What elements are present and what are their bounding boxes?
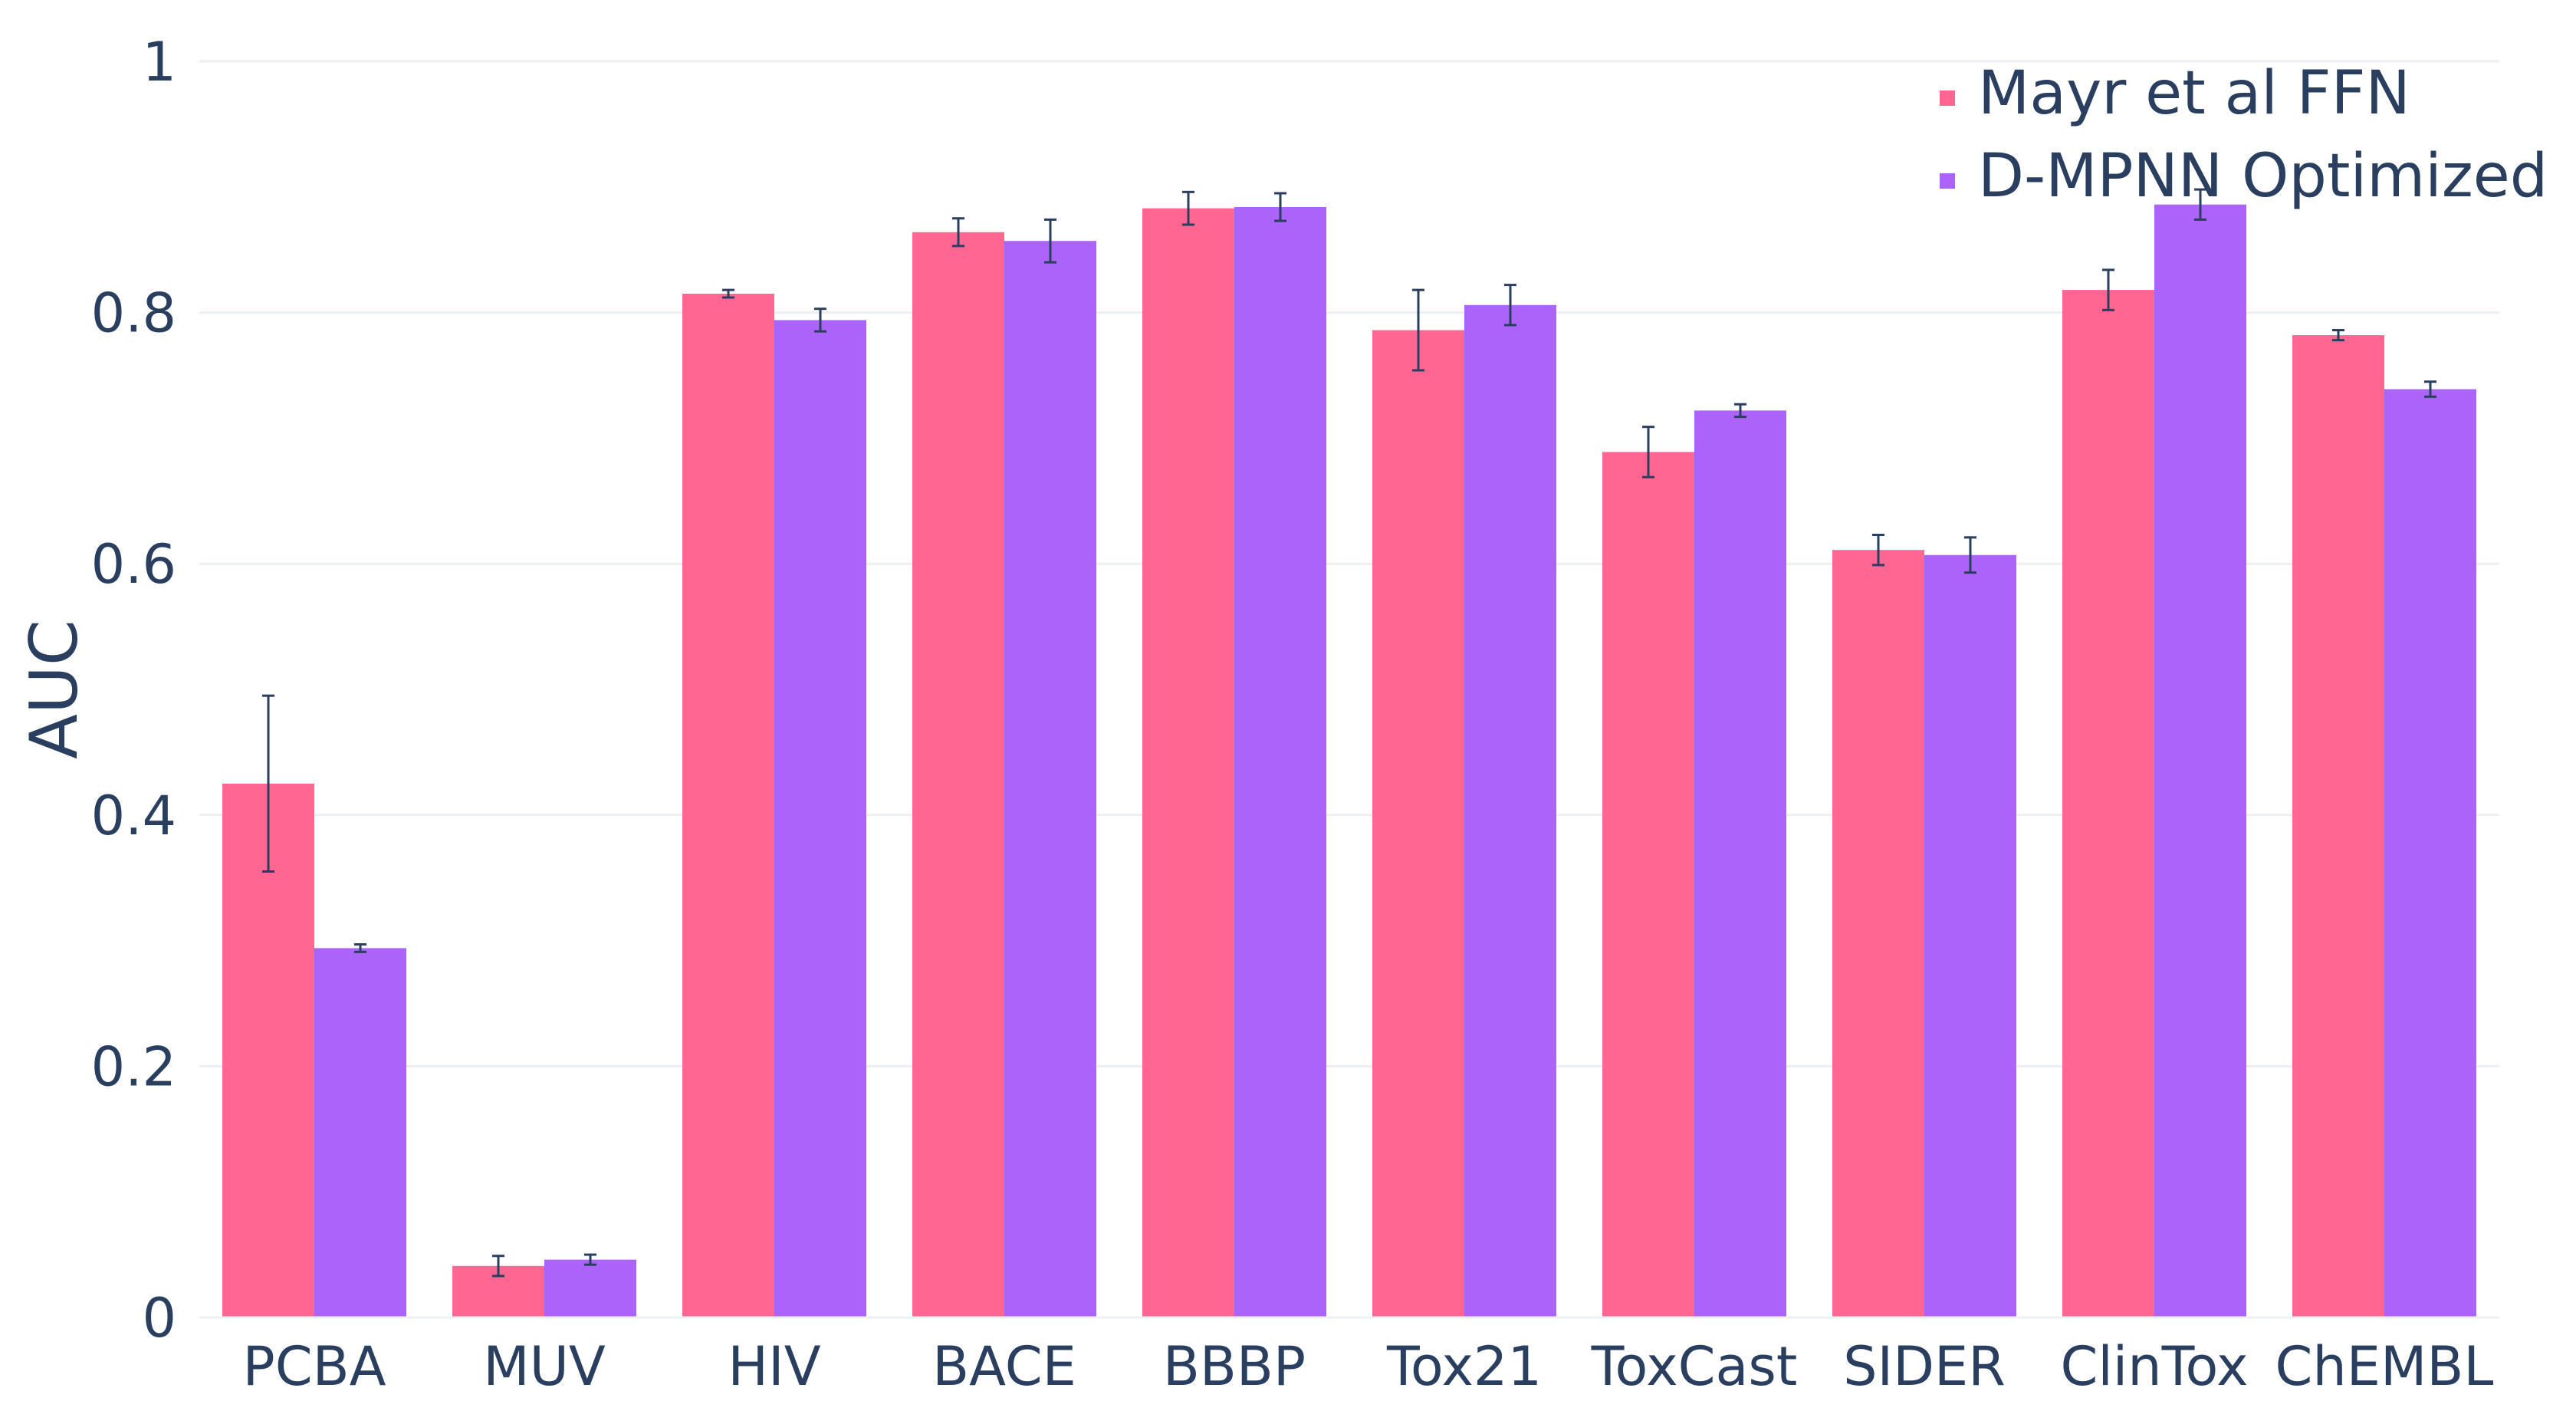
error-bar <box>814 308 826 333</box>
bar-toxcast-d-mpnn-optimized[interactable] <box>1694 410 1786 1317</box>
x-tick-label: ChEMBL <box>2275 1335 2494 1398</box>
x-tick-label: ClinTox <box>2060 1335 2248 1398</box>
bar-bace-mayr-et-al-ffn[interactable] <box>912 232 1004 1317</box>
bar-pcba-d-mpnn-optimized[interactable] <box>314 948 406 1317</box>
y-tick-label: 0.2 <box>91 1035 176 1098</box>
bar-muv-d-mpnn-optimized[interactable] <box>544 1259 636 1317</box>
bars <box>222 204 2476 1318</box>
x-tick-label: BBBP <box>1163 1335 1306 1398</box>
error-bar <box>1734 403 1746 419</box>
x-axis-ticks: PCBA MUV HIV BACE BBBP Tox21 ToxCast SIDER ClinT… <box>243 1335 2494 1398</box>
legend-item-d-mpnn-optimized[interactable]: D-MPNN Optimized <box>1940 142 2548 211</box>
x-tick-label: HIV <box>728 1335 820 1398</box>
error-bar <box>1872 534 1884 567</box>
error-bar <box>722 288 734 299</box>
error-bar <box>2194 188 2206 221</box>
y-tick-label: 0 <box>142 1287 176 1350</box>
error-bar <box>492 1255 504 1278</box>
bar-bbbp-d-mpnn-optimized[interactable] <box>1234 207 1326 1317</box>
y-tick-label: 1 <box>142 31 176 94</box>
x-tick-label: BACE <box>932 1335 1076 1398</box>
legend-label: Mayr et al FFN <box>1978 59 2410 128</box>
bar-sider-d-mpnn-optimized[interactable] <box>1924 554 2016 1317</box>
error-bar <box>1044 218 1056 264</box>
bar-chembl-d-mpnn-optimized[interactable] <box>2384 389 2476 1317</box>
bar-clintox-d-mpnn-optimized[interactable] <box>2154 204 2246 1318</box>
bar-sider-mayr-et-al-ffn[interactable] <box>1832 550 1924 1317</box>
legend-item-mayr-et-al-ffn[interactable]: Mayr et al FFN <box>1940 59 2410 128</box>
legend[interactable]: Mayr et al FFN D-MPNN Optimized <box>1940 59 2548 211</box>
bar-bace-d-mpnn-optimized[interactable] <box>1004 241 1096 1317</box>
y-tick-label: 0.6 <box>91 533 176 596</box>
x-tick-label: ToxCast <box>1591 1335 1798 1398</box>
bar-hiv-d-mpnn-optimized[interactable] <box>774 320 866 1318</box>
x-tick-label: MUV <box>483 1335 606 1398</box>
error-bar <box>1642 426 1654 479</box>
bar-hiv-mayr-et-al-ffn[interactable] <box>682 294 774 1317</box>
y-tick-label: 0.8 <box>91 282 176 345</box>
bar-tox21-d-mpnn-optimized[interactable] <box>1464 304 1556 1318</box>
x-tick-label: PCBA <box>243 1335 386 1398</box>
error-bars <box>262 188 2436 1278</box>
error-bar <box>1964 536 1976 574</box>
bar-chembl-mayr-et-al-ffn[interactable] <box>2292 335 2384 1318</box>
legend-swatch <box>1940 90 1955 106</box>
y-tick-label: 0.4 <box>91 784 176 847</box>
error-bar <box>952 217 964 248</box>
error-bar <box>354 943 366 953</box>
x-tick-label: Tox21 <box>1386 1335 1542 1398</box>
y-axis-ticks: 0 0.2 0.4 0.6 0.8 1 <box>91 31 176 1350</box>
legend-swatch <box>1940 173 1955 189</box>
error-bar <box>2424 380 2436 398</box>
error-bar <box>2102 268 2114 311</box>
y-axis-title: AUC <box>16 620 93 759</box>
bar-bbbp-mayr-et-al-ffn[interactable] <box>1142 208 1234 1317</box>
error-bar <box>584 1253 596 1266</box>
bar-clintox-mayr-et-al-ffn[interactable] <box>2062 290 2154 1318</box>
bar-toxcast-mayr-et-al-ffn[interactable] <box>1602 452 1694 1318</box>
error-bar <box>1504 284 1516 327</box>
legend-label: D-MPNN Optimized <box>1978 142 2548 211</box>
error-bar <box>1182 190 1194 226</box>
bar-tox21-mayr-et-al-ffn[interactable] <box>1372 330 1464 1318</box>
error-bar <box>2332 329 2344 342</box>
x-tick-label: SIDER <box>1843 1335 2006 1398</box>
error-bar <box>262 694 274 873</box>
error-bar <box>1274 192 1286 222</box>
error-bar <box>1412 288 1424 372</box>
